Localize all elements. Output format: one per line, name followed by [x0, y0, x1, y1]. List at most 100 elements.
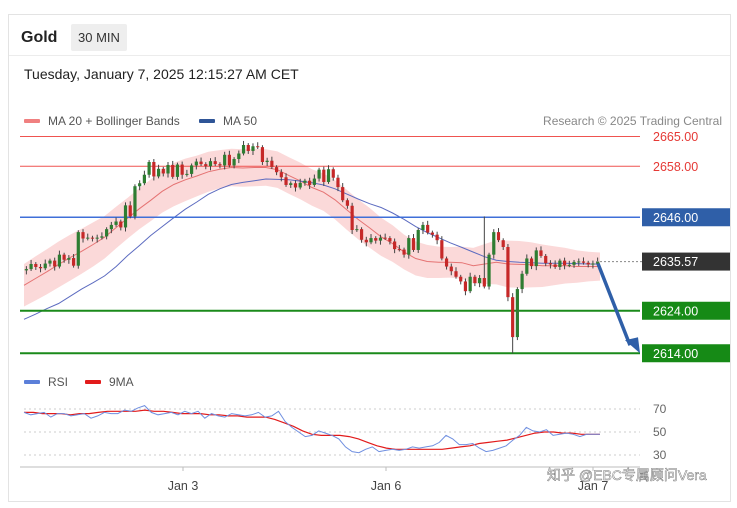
- candle-body: [114, 221, 118, 225]
- candle-body: [237, 153, 241, 160]
- header-divider: [9, 55, 730, 56]
- timeframe-badge[interactable]: 30 MIN: [71, 24, 127, 51]
- chart-header: Gold 30 MIN: [9, 15, 730, 55]
- candle-body: [156, 168, 161, 177]
- candle-body: [109, 224, 113, 230]
- rsi-ma-line: [24, 409, 600, 450]
- candle-body: [34, 264, 38, 267]
- candle-body: [407, 238, 411, 255]
- candle-body: [246, 145, 250, 151]
- candle-body: [454, 271, 458, 277]
- candle-body: [171, 164, 175, 177]
- candle-body: [416, 230, 420, 250]
- chart-datetime: Tuesday, January 7, 2025 12:15:27 AM CET: [24, 66, 299, 82]
- candle-body: [463, 281, 468, 292]
- price-levels: 2665.00 2658.00 2646.00 2624.00 2614.00: [20, 130, 730, 363]
- forecast-arrow: [596, 262, 640, 354]
- candle-body: [241, 145, 246, 154]
- candle-body: [529, 258, 534, 267]
- rsi-panel: 70 50 30: [23, 402, 667, 462]
- candle-body: [303, 180, 307, 183]
- candle-body: [397, 249, 401, 251]
- candle-body: [199, 161, 203, 165]
- candle-body: [29, 264, 33, 270]
- candle-body: [515, 289, 519, 338]
- candle-body: [322, 169, 326, 182]
- candle-body: [62, 254, 66, 260]
- ma50-legend-label: MA 50: [223, 114, 257, 128]
- x-tick-label: Jan 6: [371, 479, 402, 493]
- forecast-arrow-shaft: [596, 262, 632, 346]
- candle-body: [482, 278, 486, 287]
- candle-body: [123, 205, 128, 228]
- candle-body: [138, 183, 142, 187]
- rsi-legend-label: RSI: [48, 375, 68, 389]
- candle-body: [128, 205, 132, 217]
- candle-body: [213, 161, 217, 165]
- research-credit: Research © 2025 Trading Central: [543, 114, 722, 128]
- candle-body: [204, 164, 208, 167]
- candle-body: [478, 278, 482, 284]
- candle-body: [430, 232, 434, 235]
- level-label-2646.00: 2646.00: [653, 211, 698, 225]
- candle-body: [312, 178, 316, 185]
- candle-body: [544, 255, 548, 264]
- candle-body: [53, 260, 57, 267]
- level-label-2658.00: 2658.00: [653, 160, 698, 174]
- candle-body: [142, 174, 146, 184]
- candle-body: [90, 237, 95, 239]
- candle-body: [388, 238, 392, 242]
- level-tag-2646.00: [642, 208, 730, 227]
- candle-body: [449, 266, 453, 272]
- candle-body: [175, 164, 180, 177]
- rsi-tick-50: 50: [653, 425, 667, 439]
- candle-body: [506, 247, 510, 298]
- candle-body: [440, 240, 444, 259]
- candle-body: [378, 237, 383, 241]
- candle-body: [586, 262, 590, 265]
- candle-body: [411, 238, 416, 250]
- candle-body: [355, 229, 359, 231]
- candle-body: [152, 162, 156, 177]
- candle-body: [426, 224, 430, 233]
- candle-body: [468, 276, 472, 292]
- candle-body: [105, 229, 109, 237]
- candle-body: [279, 172, 283, 178]
- candle-body: [76, 232, 80, 266]
- candle-body: [38, 266, 43, 269]
- candle-body: [270, 160, 274, 168]
- candle-body: [71, 258, 76, 266]
- candlesticks: [24, 140, 600, 354]
- candle-body: [218, 164, 222, 166]
- candle-body: [284, 177, 288, 185]
- candle-body: [374, 238, 378, 241]
- candle-body: [402, 249, 406, 255]
- candle-body: [251, 146, 255, 151]
- candle-body: [274, 167, 279, 173]
- candle-body: [511, 297, 515, 338]
- x-axis: Jan 3 Jan 6 Jan 7: [168, 467, 609, 493]
- level-label-2624.00: 2624.00: [653, 304, 698, 318]
- candle-body: [331, 169, 335, 178]
- candle-body: [43, 263, 47, 269]
- ma50-legend-swatch: [199, 119, 215, 123]
- candle-body: [364, 239, 368, 243]
- candle-body: [539, 250, 543, 256]
- forecast-arrow-head: [625, 337, 640, 354]
- candle-body: [459, 276, 463, 282]
- candle-body: [393, 241, 397, 250]
- candle-body: [350, 205, 354, 230]
- x-tick-label: Jan 7: [578, 479, 609, 493]
- candle-body: [133, 186, 137, 217]
- symbol-title: Gold: [21, 29, 58, 46]
- candle-body: [496, 232, 501, 241]
- candle-body: [260, 147, 265, 162]
- rsi-tick-70: 70: [653, 402, 667, 416]
- candle-body: [95, 237, 99, 239]
- level-label-2614.00: 2614.00: [653, 347, 698, 361]
- candle-body: [194, 161, 198, 166]
- candle-body: [227, 154, 231, 166]
- candle-body: [553, 264, 557, 267]
- level-tag-2624.00: [642, 301, 730, 320]
- candle-body: [525, 258, 529, 274]
